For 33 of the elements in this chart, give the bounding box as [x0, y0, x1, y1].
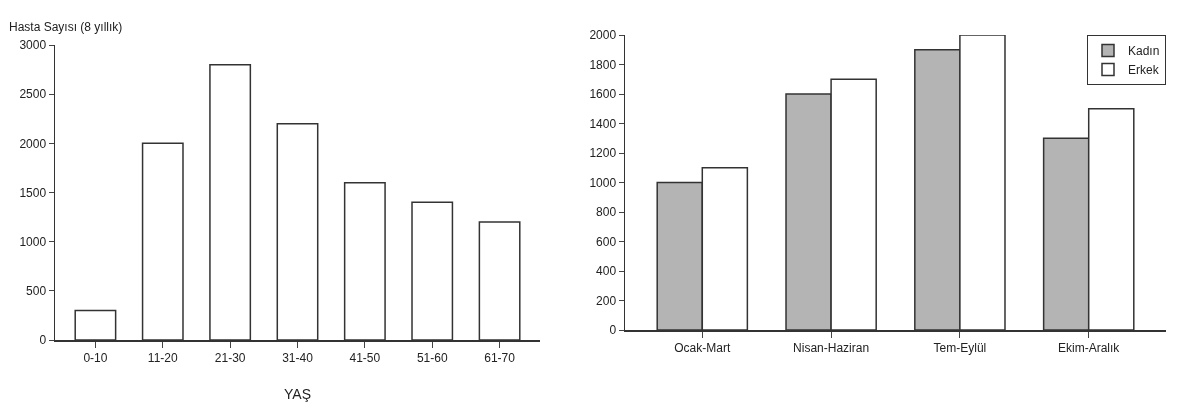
- legend-label: Kadın: [1128, 44, 1160, 59]
- legend-label: Erkek: [1128, 63, 1160, 78]
- y-tick-label: 1500: [19, 185, 47, 200]
- y-tick-label: 600: [596, 234, 617, 249]
- y-tick-label: 0: [609, 323, 617, 338]
- x-tick-label: Tem-Eylül: [933, 340, 987, 355]
- y-tick-label: 800: [596, 205, 617, 220]
- y-axis-title: Hasta Sayısı (8 yıllık): [9, 20, 123, 34]
- y-tick-label: 1600: [589, 87, 617, 102]
- y-tick-label: 500: [26, 284, 47, 299]
- x-tick-label: 61-70: [484, 350, 516, 365]
- y-tick-label: 400: [596, 264, 617, 279]
- x-tick-label: 0-10: [83, 350, 108, 365]
- y-tick-label: 1000: [589, 175, 617, 190]
- y-tick-label: 200: [596, 293, 617, 308]
- y-tick-label: 0: [39, 333, 47, 348]
- y-tick-label: 1000: [19, 234, 47, 249]
- y-tick-label: 2000: [589, 28, 617, 43]
- y-tick-label: 3000: [19, 38, 47, 53]
- x-tick-label: 51-60: [416, 350, 448, 365]
- x-tick-label: Ocak-Mart: [674, 340, 731, 355]
- y-tick-label: 2000: [19, 136, 47, 151]
- x-tick-label: 41-50: [349, 350, 381, 365]
- y-tick-label: 1800: [589, 57, 617, 72]
- y-tick-label: 2500: [19, 87, 47, 102]
- x-tick-label: Nisan-Haziran: [793, 340, 870, 355]
- x-tick-label: 31-40: [282, 350, 314, 365]
- x-axis-title: YAŞ: [284, 385, 311, 402]
- y-tick-label: 1400: [589, 116, 617, 131]
- x-tick-label: 11-20: [147, 350, 178, 365]
- x-tick-label: 21-30: [214, 350, 246, 365]
- x-tick-label: Ekim-Aralık: [1058, 340, 1121, 355]
- y-tick-label: 1200: [589, 146, 617, 161]
